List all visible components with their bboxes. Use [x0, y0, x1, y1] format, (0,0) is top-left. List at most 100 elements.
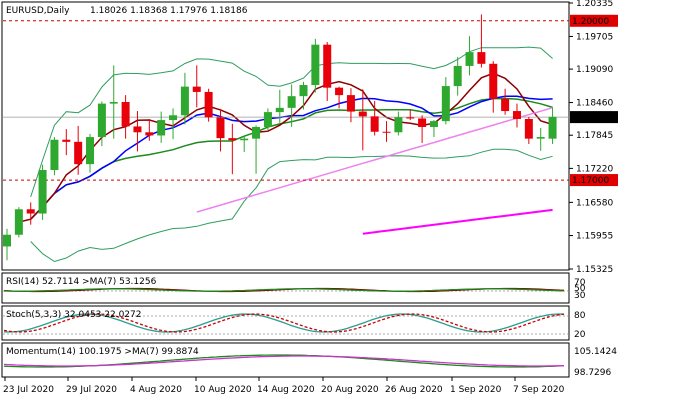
momentum-label: Momentum(14) 100.1975 >MA(7) 99.8874: [6, 347, 199, 357]
price-axis: 1.20335 1.19705 1.19090 1.18460 1.17845 1.172…: [569, 0, 613, 275]
candle-body: [536, 137, 545, 139]
candle-body: [418, 118, 427, 127]
momentum-tick-high: 105.1424: [574, 347, 617, 357]
rsi-tick-70: 70: [574, 278, 586, 288]
candle-body: [97, 103, 106, 138]
rsi-tick-50: 50: [574, 284, 586, 294]
rsi-panel[interactable]: [1, 272, 570, 304]
candle-body: [86, 137, 95, 165]
momentum-tick-low: 98.7296: [574, 368, 611, 378]
candle-body: [429, 121, 438, 127]
stoch-tick-20: 20: [574, 330, 586, 340]
level-price-box: [570, 14, 618, 27]
candle-body: [311, 44, 320, 86]
candle-body: [524, 119, 533, 139]
candle-body: [275, 107, 284, 113]
ohlc-readout: 1.18026 1.18368 1.17976 1.18186: [90, 6, 248, 16]
candle-body: [157, 120, 166, 136]
candle-body: [323, 44, 332, 88]
momentum-ma-line: [3, 355, 565, 367]
sma-magenta-line: [362, 208, 553, 235]
candle-body: [121, 102, 130, 127]
candle-body: [192, 86, 201, 92]
stoch-label: Stoch(5,3,3) 32.0453 22.0272: [6, 310, 141, 320]
candle-body: [26, 209, 35, 214]
candle-body: [204, 91, 213, 118]
date-tick-label: 23 Jul 2020: [3, 385, 54, 395]
price-tick-label: 1.19090: [576, 65, 613, 75]
candle-body: [216, 117, 225, 139]
date-tick-label: 14 Aug 2020: [257, 385, 315, 395]
candle-body: [263, 112, 272, 127]
price-tick-label: 1.15955: [576, 232, 613, 242]
stoch-main-line: [3, 313, 565, 333]
date-axis: 23 Jul 2020 29 Jul 2020 4 Aug 2020 10 Aug 2…: [3, 377, 565, 395]
candle-body: [145, 132, 154, 136]
date-tick-label: 29 Jul 2020: [66, 385, 117, 395]
candle-body: [287, 96, 296, 108]
candle-body: [50, 139, 59, 170]
candle-body: [62, 139, 71, 142]
candle-body: [406, 117, 415, 119]
sma-pink-line: [196, 106, 553, 213]
price-tick-label: 1.16580: [576, 198, 613, 208]
horizontal-levels: 1.20000 1.17000 1.18186: [3, 14, 618, 187]
price-tick-label: 1.19705: [576, 32, 613, 42]
candle-body: [3, 234, 11, 247]
bollinger-lower: [30, 148, 553, 263]
level-price-label: 1.17000: [572, 176, 609, 186]
candles: [3, 14, 557, 261]
price-panel[interactable]: [1, 1, 570, 271]
candle-body: [335, 87, 344, 96]
stoch-signal-line: [3, 313, 565, 333]
price-tick-label: 1.15325: [576, 265, 613, 275]
level-price-box: [570, 174, 618, 187]
candle-body: [382, 131, 391, 133]
candle-body: [441, 86, 450, 122]
candle-body: [512, 111, 521, 120]
candle-body: [370, 116, 379, 132]
candle-body: [14, 209, 23, 235]
oscillator-lines: [3, 287, 568, 368]
date-tick-label: 26 Aug 2020: [385, 385, 443, 395]
candle-body: [299, 85, 308, 97]
candle-body: [394, 117, 403, 133]
date-tick-label: 7 Sep 2020: [513, 385, 565, 395]
candle-body: [228, 138, 237, 141]
chart-title: EURUSD,Daily: [6, 6, 70, 16]
price-tick-label: 1.17845: [576, 131, 613, 141]
candle-body: [169, 115, 178, 121]
candle-body: [489, 63, 498, 99]
date-tick-label: 4 Aug 2020: [130, 385, 182, 395]
candle-body: [477, 52, 486, 64]
candle-body: [74, 141, 83, 165]
price-tick-label: 1.20335: [576, 0, 613, 9]
current-price-box: [570, 111, 618, 124]
price-tick-label: 1.17220: [576, 164, 613, 174]
candle-body: [109, 102, 118, 104]
rsi-label: RSI(14) 52.7114 >MA(7) 53.1256: [6, 277, 157, 287]
candle-body: [240, 138, 249, 141]
candle-body: [133, 126, 142, 133]
date-tick-label: 1 Sep 2020: [450, 385, 502, 395]
candle-body: [501, 98, 510, 112]
rsi-ma-line: [3, 288, 565, 292]
candle-body: [38, 169, 47, 214]
current-price-label: 1.18186: [572, 113, 609, 123]
price-tick-label: 1.18460: [576, 99, 613, 109]
candle-body: [453, 65, 462, 87]
rsi-tick-30: 30: [574, 291, 586, 301]
candle-body: [346, 95, 355, 112]
date-tick-label: 10 Aug 2020: [194, 385, 252, 395]
momentum-panel[interactable]: [1, 342, 570, 378]
candle-body: [180, 86, 189, 116]
date-tick-label: 20 Aug 2020: [321, 385, 379, 395]
candle-body: [252, 126, 261, 139]
level-price-label: 1.20000: [572, 17, 609, 27]
sma-darkred-line: [18, 72, 553, 223]
stoch-tick-80: 80: [574, 311, 586, 321]
candle-body: [548, 116, 557, 139]
candle-body: [465, 52, 474, 66]
candle-body: [358, 111, 367, 117]
